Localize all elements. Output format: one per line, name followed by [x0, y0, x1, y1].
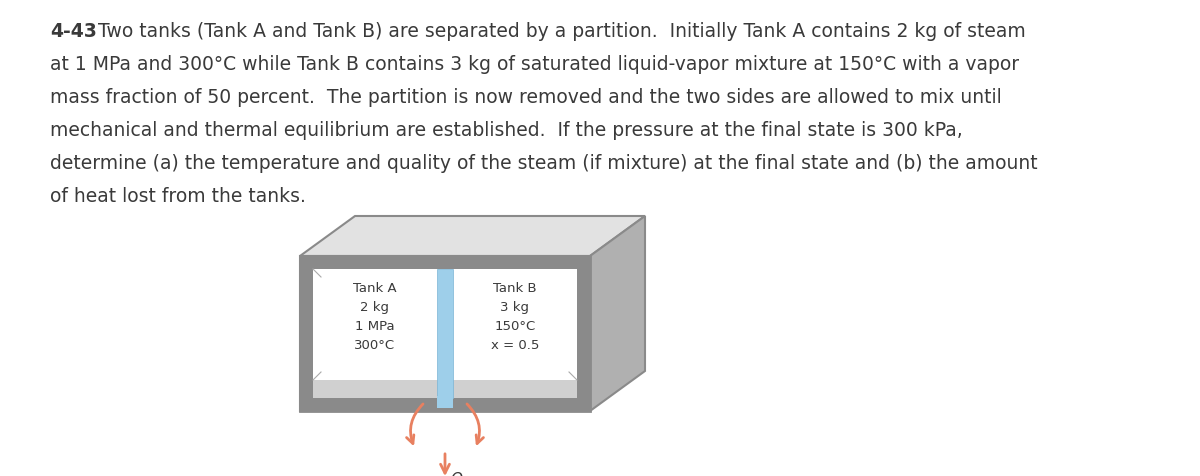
Text: Q: Q	[450, 471, 462, 476]
FancyArrowPatch shape	[440, 454, 450, 473]
Text: determine (a) the temperature and quality of the steam (if mixture) at the final: determine (a) the temperature and qualit…	[50, 154, 1038, 173]
Polygon shape	[590, 217, 646, 411]
FancyArrowPatch shape	[407, 404, 424, 444]
Text: 2 kg: 2 kg	[360, 300, 390, 313]
Text: 4-43: 4-43	[50, 22, 97, 41]
Text: 300°C: 300°C	[354, 338, 396, 351]
Bar	[313, 380, 577, 398]
Text: 3 kg: 3 kg	[500, 300, 529, 313]
Text: Tank B: Tank B	[493, 281, 536, 294]
Bar	[300, 257, 590, 411]
Text: at 1 MPa and 300°C while Tank B contains 3 kg of saturated liquid-vapor mixture : at 1 MPa and 300°C while Tank B contains…	[50, 55, 1019, 74]
Text: of heat lost from the tanks.: of heat lost from the tanks.	[50, 187, 306, 206]
FancyArrowPatch shape	[467, 404, 484, 444]
Text: mechanical and thermal equilibrium are established.  If the pressure at the fina: mechanical and thermal equilibrium are e…	[50, 121, 962, 140]
Text: Tank A: Tank A	[353, 281, 397, 294]
Polygon shape	[300, 217, 646, 257]
Bar	[437, 396, 454, 408]
Bar	[300, 257, 590, 411]
Text: 1 MPa: 1 MPa	[355, 319, 395, 332]
Bar	[437, 269, 454, 398]
Text: x = 0.5: x = 0.5	[491, 338, 539, 351]
Text: mass fraction of 50 percent.  The partition is now removed and the two sides are: mass fraction of 50 percent. The partiti…	[50, 88, 1002, 107]
Bar	[313, 269, 577, 398]
Text: 150°C: 150°C	[494, 319, 535, 332]
Text: Two tanks (Tank A and Tank B) are separated by a partition.  Initially Tank A co: Two tanks (Tank A and Tank B) are separa…	[92, 22, 1026, 41]
